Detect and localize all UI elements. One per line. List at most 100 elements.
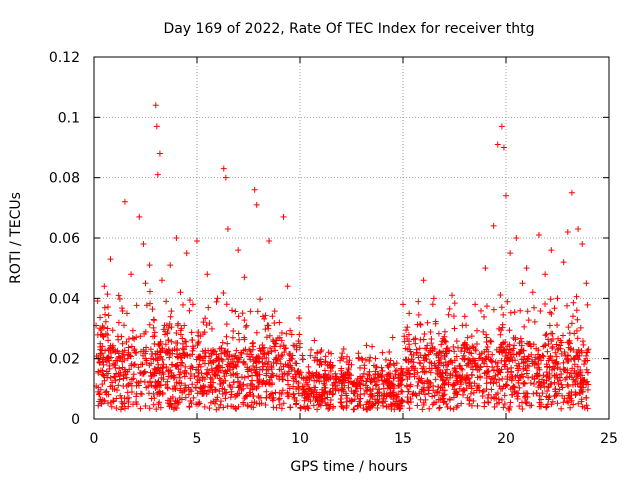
data-point [185, 391, 192, 398]
data-point [177, 362, 184, 369]
data-point [365, 371, 372, 378]
data-point [373, 381, 380, 388]
data-point [363, 378, 370, 385]
data-point [276, 319, 283, 326]
data-point [272, 389, 279, 396]
data-point [378, 364, 385, 371]
data-point [104, 291, 111, 298]
data-point [366, 372, 373, 379]
data-point [303, 390, 310, 397]
data-point [147, 300, 154, 307]
data-point [449, 372, 456, 379]
data-point [119, 400, 126, 407]
data-point [388, 382, 395, 389]
data-point [265, 358, 272, 365]
data-point [236, 336, 243, 343]
data-point [521, 379, 528, 386]
data-point [460, 386, 467, 393]
data-point [285, 381, 292, 388]
data-point [446, 375, 453, 382]
data-point [162, 349, 169, 356]
data-point [553, 360, 560, 367]
data-point [196, 356, 203, 363]
data-point [241, 374, 248, 381]
data-point [277, 343, 284, 350]
data-point [279, 374, 286, 381]
data-point [398, 365, 405, 372]
data-point [263, 388, 270, 395]
data-point [357, 385, 364, 392]
data-point [109, 327, 116, 334]
data-point [317, 358, 324, 365]
data-point [398, 376, 405, 383]
data-point [187, 386, 194, 393]
data-point [325, 349, 332, 356]
data-point [518, 346, 525, 353]
data-point [354, 393, 361, 400]
data-point [147, 346, 154, 353]
data-point [230, 379, 237, 386]
data-point [552, 349, 559, 356]
data-point [571, 355, 578, 362]
data-point [468, 371, 475, 378]
data-point [319, 398, 326, 405]
data-point [119, 305, 126, 312]
data-point [435, 352, 442, 359]
data-point [243, 322, 250, 329]
data-point [107, 374, 114, 381]
data-point [154, 171, 161, 178]
data-point [256, 366, 263, 373]
data-point [163, 298, 170, 305]
data-point [338, 386, 345, 393]
data-point [193, 401, 200, 408]
data-point [545, 394, 552, 401]
data-point [125, 403, 132, 410]
data-point [260, 377, 267, 384]
data-point [439, 377, 446, 384]
data-point [400, 301, 406, 308]
data-point [107, 256, 114, 263]
data-point [387, 357, 394, 364]
data-point [119, 308, 126, 315]
data-point [211, 400, 218, 407]
data-point [112, 377, 119, 384]
data-point [123, 338, 130, 345]
data-point [553, 353, 560, 360]
data-point [156, 388, 163, 395]
data-point [357, 402, 364, 409]
data-point [362, 356, 369, 363]
data-point [234, 374, 241, 381]
data-point [461, 313, 468, 320]
data-point [106, 365, 113, 372]
data-point [414, 321, 421, 328]
data-point [520, 360, 527, 367]
data-point [173, 330, 180, 337]
data-point [546, 370, 553, 377]
data-point [406, 310, 413, 317]
data-point [557, 337, 564, 344]
data-point [436, 348, 443, 355]
data-point [467, 390, 474, 397]
data-point [300, 403, 307, 410]
data-point [500, 144, 507, 151]
data-point [125, 344, 132, 351]
data-point [227, 372, 234, 379]
data-point [393, 367, 400, 374]
data-point [531, 318, 538, 325]
data-point [270, 394, 277, 401]
data-point [332, 370, 339, 377]
data-point [340, 346, 347, 353]
data-point [462, 379, 469, 386]
data-point [274, 335, 281, 342]
data-point [464, 344, 471, 351]
data-point [208, 325, 215, 332]
data-point [537, 383, 544, 390]
data-point [560, 399, 567, 406]
data-point [522, 364, 529, 371]
data-point [446, 395, 453, 402]
data-point [551, 379, 558, 386]
data-point [252, 369, 259, 376]
data-point [496, 376, 503, 383]
data-point [327, 397, 334, 404]
data-point [190, 394, 197, 401]
